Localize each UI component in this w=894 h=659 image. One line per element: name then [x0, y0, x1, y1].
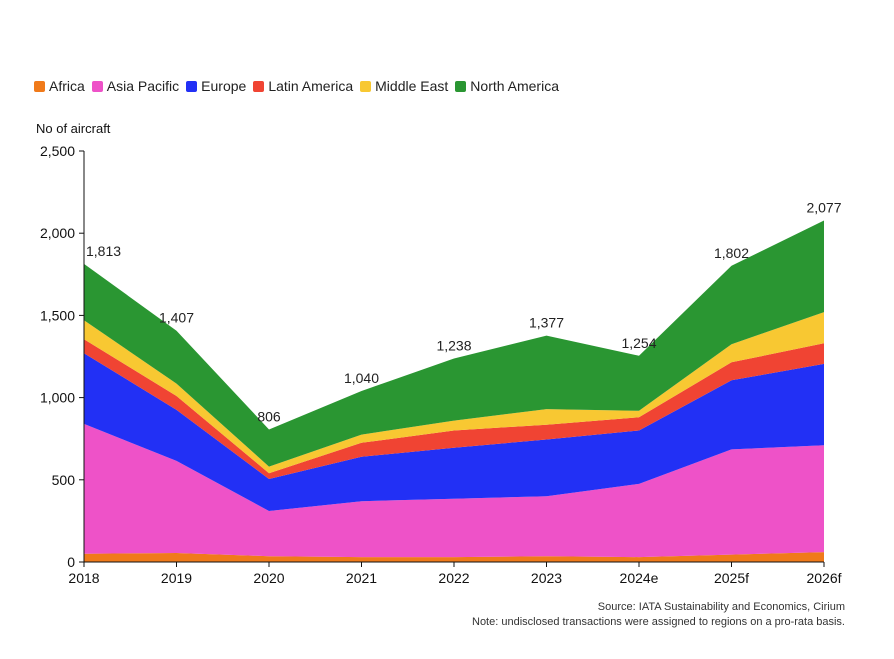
legend-label: Middle East [375, 78, 449, 94]
area-north-america [84, 220, 824, 467]
legend-item-latin-america: Latin America [253, 78, 353, 94]
legend-swatch [91, 80, 103, 92]
x-tick-label: 2025f [714, 570, 749, 586]
x-tick-label: 2024e [620, 570, 659, 586]
legend-item-middle-east: Middle East [360, 78, 448, 94]
x-tick-label: 2018 [68, 570, 99, 586]
legend-item-asia-pacific: Asia Pacific [91, 78, 180, 94]
legend-swatch [360, 80, 372, 92]
legend-swatch [455, 80, 467, 92]
total-data-label: 1,813 [86, 243, 121, 259]
source-note: Source: IATA Sustainability and Economic… [597, 601, 845, 613]
disclaimer-note: Note: undisclosed transactions were assi… [472, 616, 845, 628]
area-africa [84, 552, 824, 562]
chart-legend: Africa Asia Pacific Europe Latin America Mid… [34, 78, 566, 94]
total-data-label: 1,040 [344, 370, 379, 386]
y-axis-label: No of aircraft [36, 121, 111, 136]
x-tick-label: 2021 [346, 570, 377, 586]
y-tick-label: 1,500 [40, 307, 75, 323]
x-tick-label: 2023 [531, 570, 562, 586]
legend-swatch [186, 80, 198, 92]
total-data-label: 1,254 [621, 335, 656, 351]
legend-label: Asia Pacific [106, 78, 180, 94]
total-data-label: 2,077 [806, 200, 841, 216]
legend-item-europe: Europe [186, 78, 246, 94]
area-latin-america [84, 339, 824, 479]
legend-label: Africa [49, 78, 85, 94]
y-tick-label: 2,500 [40, 143, 75, 159]
y-tick-label: 1,000 [40, 390, 75, 406]
total-data-label: 1,377 [529, 315, 564, 331]
legend-item-africa: Africa [34, 78, 85, 94]
legend-swatch [253, 80, 265, 92]
y-tick-label: 2,000 [40, 225, 75, 241]
area-middle-east [84, 312, 824, 474]
x-tick-label: 2019 [161, 570, 192, 586]
y-tick-label: 500 [52, 472, 76, 488]
legend-label: North America [470, 78, 559, 94]
total-data-label: 1,407 [159, 310, 194, 326]
area-europe [84, 353, 824, 511]
legend-item-north-america: North America [455, 78, 559, 94]
y-tick-label: 0 [67, 554, 75, 570]
x-tick-label: 2026f [806, 570, 841, 586]
area-asia-pacific [84, 423, 824, 558]
legend-label: Latin America [268, 78, 354, 94]
total-data-label: 1,238 [436, 337, 471, 353]
legend-swatch [34, 80, 45, 92]
legend-label: Europe [201, 78, 247, 94]
x-tick-label: 2020 [253, 570, 284, 586]
x-tick-label: 2022 [438, 570, 469, 586]
total-data-label: 806 [257, 408, 281, 424]
total-data-label: 1,802 [714, 245, 749, 261]
